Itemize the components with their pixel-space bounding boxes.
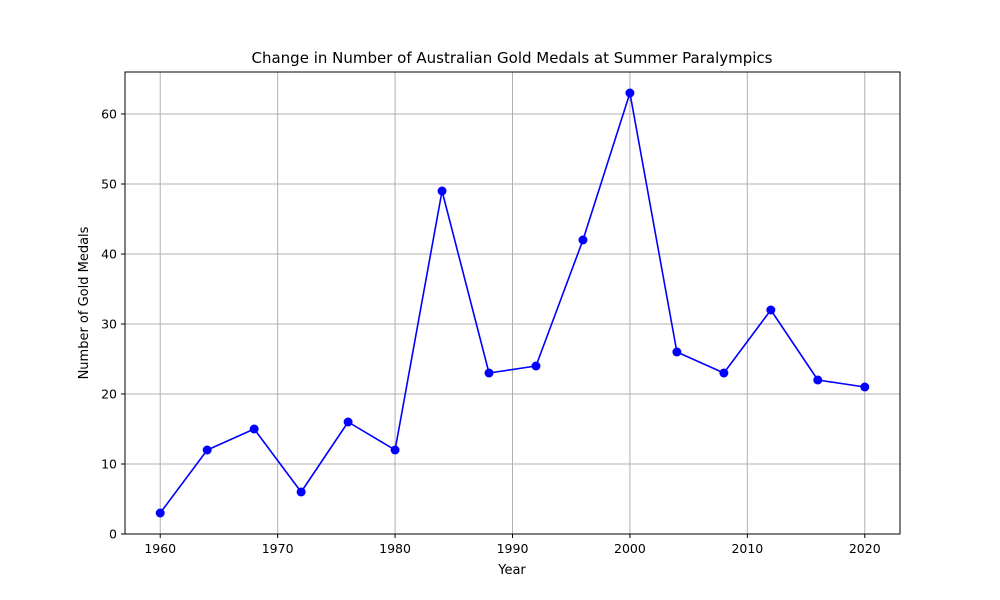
data-point xyxy=(343,417,353,427)
data-point xyxy=(484,368,494,378)
y-tick-label: 30 xyxy=(101,317,117,332)
data-point xyxy=(296,487,306,497)
data-point xyxy=(249,424,259,434)
axis-ticks: 1960 1970 1980 1990 2000 2010 2020 0 10 20 30 40 50 6… xyxy=(101,107,881,557)
series-group xyxy=(155,88,870,518)
data-point xyxy=(813,375,823,385)
x-tick-label: 1960 xyxy=(144,541,176,556)
data-point xyxy=(202,445,212,455)
data-point xyxy=(155,508,165,518)
data-point xyxy=(437,186,447,196)
x-axis-label: Year xyxy=(497,563,526,578)
y-tick-label: 10 xyxy=(101,457,117,472)
grid xyxy=(125,72,900,535)
x-tick-label: 2010 xyxy=(731,541,763,556)
y-tick-label: 60 xyxy=(101,107,117,122)
x-tick-label: 1970 xyxy=(262,541,294,556)
data-point xyxy=(390,445,400,455)
data-point xyxy=(578,235,588,245)
x-tick-label: 2000 xyxy=(614,541,646,556)
y-tick-label: 20 xyxy=(101,387,117,402)
y-tick-label: 50 xyxy=(101,177,117,192)
data-point xyxy=(719,368,729,378)
data-point xyxy=(531,361,541,371)
data-point xyxy=(625,88,635,98)
chart-title: Change in Number of Australian Gold Meda… xyxy=(252,49,773,67)
x-tick-label: 2020 xyxy=(849,541,881,556)
y-axis-label: Number of Gold Medals xyxy=(77,226,92,379)
data-point xyxy=(672,347,682,357)
series-line xyxy=(159,92,865,514)
x-tick-label: 1980 xyxy=(379,541,411,556)
data-point xyxy=(860,382,870,392)
data-point xyxy=(766,305,776,315)
y-tick-label: 0 xyxy=(109,527,117,542)
plot-frame xyxy=(124,71,901,535)
y-tick-label: 40 xyxy=(101,247,117,262)
x-tick-label: 1990 xyxy=(497,541,529,556)
